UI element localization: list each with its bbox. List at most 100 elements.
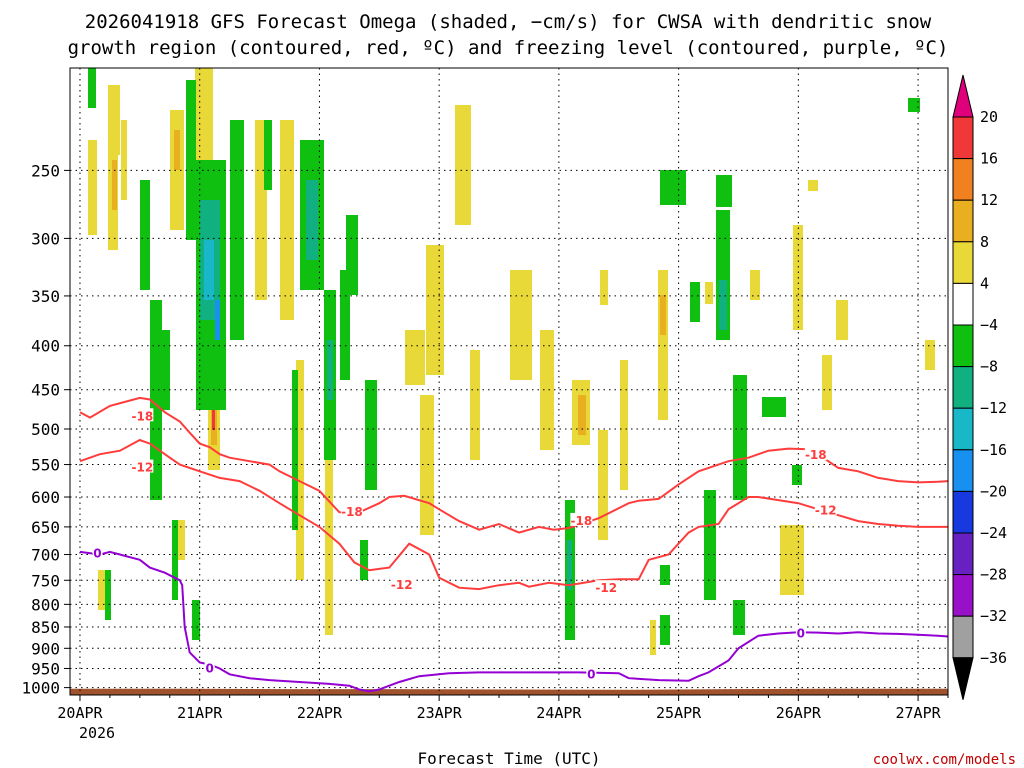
omega-patch — [296, 360, 304, 580]
omega-patch — [822, 355, 832, 410]
colorbar-segment — [952, 449, 974, 492]
omega-patch — [567, 540, 572, 590]
y-tick-label: 850 — [31, 618, 60, 637]
omega-patch — [455, 105, 471, 225]
omega-patch — [620, 360, 628, 490]
omega-patch — [578, 395, 586, 435]
colorbar-segment — [952, 199, 974, 243]
omega-patch — [426, 245, 444, 375]
omega-patch — [264, 120, 272, 190]
y-tick-label: 250 — [31, 161, 60, 180]
omega-patch — [346, 215, 358, 295]
contour-label-bg — [340, 504, 363, 518]
omega-patch — [704, 490, 716, 600]
omega-patch — [690, 282, 700, 322]
contour-label: 0 — [797, 627, 805, 641]
contour-label: -12 — [391, 578, 413, 592]
contour--18 — [79, 396, 949, 534]
colorbar-segment — [952, 324, 974, 368]
omega-patch — [660, 295, 666, 335]
colorbar-label: 16 — [980, 150, 998, 168]
omega-patch — [88, 140, 97, 235]
colorbar-segment — [952, 532, 974, 576]
contour-label: -12 — [595, 581, 617, 595]
omega-patch — [420, 395, 434, 535]
colorbar-label: −16 — [980, 441, 1007, 459]
omega-patch — [204, 240, 214, 300]
omega-patch — [598, 430, 608, 540]
y-tick-label: 1000 — [21, 679, 60, 698]
y-tick-label: 400 — [31, 337, 60, 356]
omega-patch — [186, 80, 196, 240]
omega-patch — [658, 270, 668, 420]
omega-patch — [733, 600, 745, 635]
colorbar-label: 12 — [980, 191, 998, 209]
omega-patch — [719, 280, 727, 330]
contour-label-bg — [92, 545, 103, 559]
omega-patch — [600, 270, 608, 305]
omega-patch — [172, 520, 178, 600]
y-tick-label: 450 — [31, 381, 60, 400]
colorbar-segment — [952, 574, 974, 617]
omega-patch — [215, 300, 220, 340]
x-tick-label: 22APR — [297, 704, 343, 722]
x-tick-label: 20APR — [57, 704, 103, 722]
colorbar-label: −36 — [980, 649, 1007, 667]
contour-0 — [79, 550, 949, 693]
colorbar-segment — [952, 282, 974, 326]
ground-surface — [70, 688, 948, 695]
colorbar-segment — [952, 366, 974, 409]
plot-frame — [69, 67, 949, 696]
omega-patch — [325, 400, 333, 635]
omega-patch — [192, 600, 200, 640]
x-axis: 20APR 21APR 22APR 23APR 24APR 25APR 26APR 27APR — [57, 695, 949, 722]
omega-patch — [175, 520, 185, 560]
contour--12 — [79, 438, 948, 591]
credit-text: coolwx.com/models — [873, 752, 1016, 768]
omega-patch — [808, 180, 818, 191]
colorbar-label: 8 — [980, 233, 989, 251]
contour-label-bg — [390, 577, 413, 591]
colorbar-bottom-triangle — [952, 657, 974, 700]
y-tick-label: 700 — [31, 546, 60, 565]
omega-patch — [280, 120, 294, 320]
colorbar-segment — [952, 158, 974, 201]
contour-label: -18 — [131, 409, 153, 423]
omega-patch — [88, 68, 96, 108]
contour-label: -12 — [815, 503, 837, 517]
omega-patch — [925, 340, 935, 370]
omega-patch — [660, 170, 686, 205]
x-tick-label: 23APR — [417, 704, 463, 722]
y-tick-label: 900 — [31, 639, 60, 658]
contour-label-bg — [814, 502, 837, 516]
omega-patch — [108, 85, 120, 155]
y-tick-label: 950 — [31, 659, 60, 678]
contour-label: -12 — [131, 461, 153, 475]
x-axis-year-label: 2026 — [79, 724, 115, 742]
contour-labels: -18 -12 -18 -12 -18 -12 -18 -12 0 0 0 0 — [92, 408, 837, 682]
colorbar-top-triangle — [952, 74, 974, 118]
omega-patch — [174, 130, 180, 170]
omega-patch — [733, 375, 747, 500]
contour-label-bg — [131, 459, 154, 473]
omega-patch — [836, 300, 848, 340]
x-tick-label: 21APR — [177, 704, 223, 722]
colorbar-segment — [952, 615, 974, 659]
y-tick-label: 800 — [31, 595, 60, 614]
omega-patch — [365, 380, 377, 490]
omega-patch — [162, 330, 170, 410]
omega-patch — [306, 180, 318, 260]
contour-label-bg — [131, 408, 154, 422]
y-tick-label: 550 — [31, 456, 60, 475]
omega-patch — [140, 180, 150, 290]
omega-patch — [212, 405, 215, 430]
plot-area: -18 -12 -18 -12 -18 -12 -18 -12 0 0 0 0 — [69, 67, 949, 696]
colorbar-label: 20 — [980, 108, 998, 126]
colorbar-label: −8 — [980, 358, 998, 376]
omega-patch — [716, 175, 732, 207]
contour-label-bg — [570, 512, 593, 526]
omega-patch — [780, 525, 804, 595]
contour-label-bg — [595, 580, 618, 594]
omega-patch — [650, 620, 656, 655]
